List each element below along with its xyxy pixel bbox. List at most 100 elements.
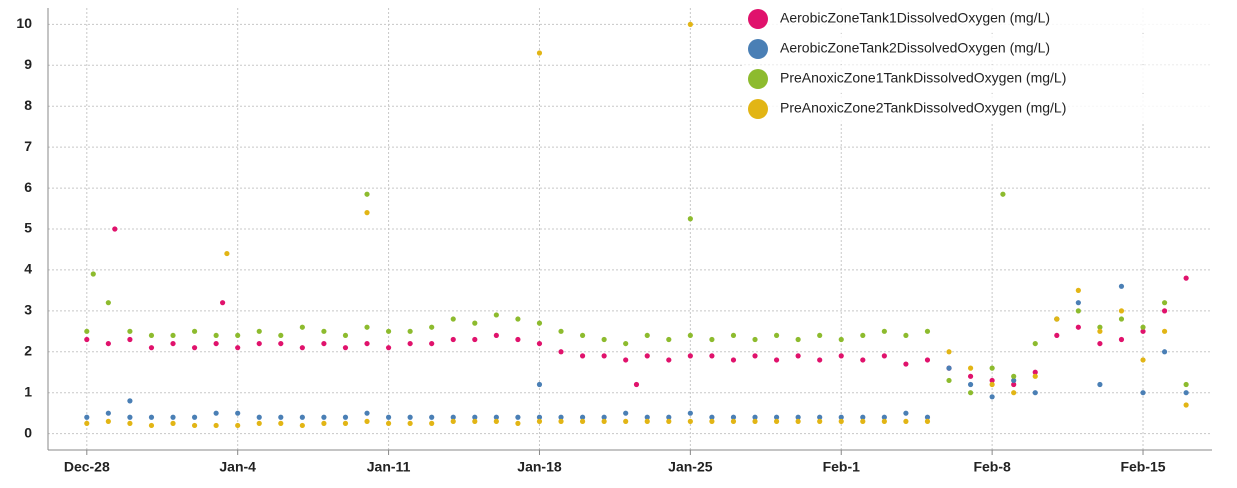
y-tick-label: 7 — [24, 138, 32, 154]
point — [191, 422, 198, 429]
y-tick-label: 9 — [24, 56, 32, 72]
point — [342, 414, 349, 420]
point — [278, 420, 284, 426]
y-tick-label: 6 — [24, 179, 32, 195]
point — [112, 226, 118, 232]
point — [191, 345, 198, 351]
point — [666, 336, 672, 343]
point — [1118, 316, 1125, 322]
point — [881, 414, 887, 420]
point — [1032, 340, 1038, 347]
point — [148, 422, 155, 429]
point — [860, 414, 866, 420]
point — [817, 414, 823, 420]
point — [687, 332, 693, 339]
point — [493, 414, 499, 420]
point — [773, 414, 780, 420]
point — [1032, 390, 1038, 396]
point — [220, 300, 226, 306]
point — [84, 420, 90, 426]
point — [579, 418, 586, 424]
series — [84, 226, 1189, 388]
point — [342, 345, 349, 351]
point — [1118, 308, 1125, 314]
point — [924, 418, 931, 424]
point — [817, 357, 823, 363]
point — [364, 210, 370, 216]
point — [256, 420, 262, 426]
point — [644, 414, 650, 420]
point — [385, 345, 392, 351]
point — [752, 418, 758, 424]
point — [946, 377, 952, 384]
point — [536, 381, 543, 388]
point — [924, 414, 931, 420]
point — [666, 357, 672, 363]
point — [860, 418, 866, 424]
point — [536, 320, 543, 326]
point — [235, 345, 241, 351]
point — [407, 328, 413, 334]
point — [1011, 390, 1017, 396]
point — [687, 418, 693, 424]
point — [967, 373, 974, 379]
point — [213, 422, 219, 429]
point — [407, 414, 413, 420]
point — [235, 410, 241, 416]
point — [1075, 300, 1081, 306]
point — [515, 336, 521, 343]
point — [1011, 381, 1017, 388]
point — [1075, 308, 1081, 314]
point — [148, 345, 155, 351]
point — [299, 324, 305, 330]
point — [1097, 324, 1103, 330]
point — [450, 316, 456, 322]
point — [687, 353, 693, 359]
y-tick-label: 4 — [24, 261, 32, 277]
point — [429, 324, 435, 330]
point — [364, 191, 370, 197]
point — [515, 316, 521, 322]
y-tick-label: 3 — [24, 302, 32, 318]
point — [623, 357, 629, 363]
point — [278, 332, 284, 339]
point — [385, 420, 392, 426]
point — [105, 340, 111, 347]
series — [84, 191, 1189, 396]
point — [903, 410, 909, 416]
point — [989, 365, 995, 371]
point — [1118, 336, 1125, 343]
point — [1000, 191, 1006, 197]
point — [773, 332, 780, 339]
point — [623, 410, 629, 416]
point — [773, 357, 780, 363]
point — [450, 414, 456, 420]
point — [170, 332, 176, 339]
point — [1183, 402, 1189, 408]
point — [385, 414, 392, 420]
point — [558, 418, 564, 424]
legend-marker — [748, 69, 768, 89]
point — [709, 336, 715, 343]
point — [493, 332, 499, 339]
legend-marker — [748, 39, 768, 59]
point — [967, 390, 974, 396]
point — [256, 414, 262, 420]
point — [601, 353, 607, 359]
point — [1140, 357, 1146, 363]
x-tick-label: Jan-11 — [367, 459, 411, 475]
point — [752, 353, 758, 359]
point — [989, 377, 995, 384]
point — [795, 418, 801, 424]
point — [536, 418, 543, 424]
point — [730, 414, 737, 420]
point — [989, 394, 995, 400]
point — [105, 300, 111, 306]
point — [579, 414, 586, 420]
point — [817, 418, 823, 424]
point — [191, 414, 198, 420]
x-tick-label: Jan-4 — [219, 459, 256, 475]
point — [256, 340, 262, 347]
point — [299, 345, 305, 351]
